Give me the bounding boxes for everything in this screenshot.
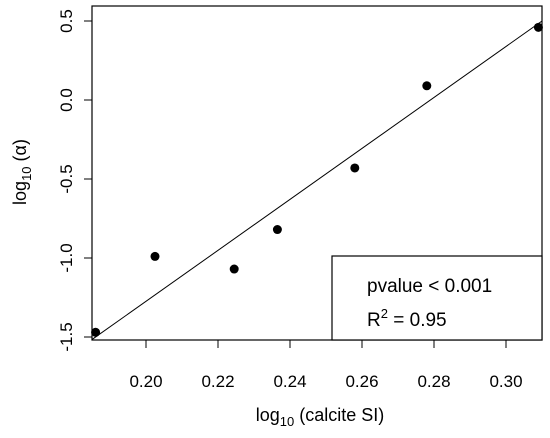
data-point bbox=[533, 22, 543, 32]
y-tick-label: 0.5 bbox=[57, 9, 76, 33]
data-points bbox=[91, 22, 543, 337]
data-point bbox=[91, 327, 101, 337]
regression-line bbox=[92, 20, 542, 340]
pvalue-annotation: pvalue < 0.001 bbox=[367, 276, 492, 297]
data-point bbox=[350, 163, 360, 173]
x-tick-label: 0.26 bbox=[345, 372, 378, 391]
data-point bbox=[272, 225, 282, 235]
data-point bbox=[229, 264, 239, 274]
x-axis-title: log10 (calcite SI) bbox=[256, 405, 385, 429]
x-axis: 0.20 0.22 0.24 0.26 0.28 0.30 bbox=[129, 340, 523, 391]
x-tick-label: 0.30 bbox=[489, 372, 522, 391]
r-squared-annotation: R2 = 0.95 bbox=[367, 306, 447, 331]
x-tick-label: 0.24 bbox=[273, 372, 306, 391]
y-tick-label: 0.0 bbox=[57, 88, 76, 112]
y-axis-title: log10 (α) bbox=[10, 139, 34, 205]
x-tick-label: 0.22 bbox=[201, 372, 234, 391]
data-point bbox=[422, 81, 432, 91]
y-axis: -1.5 -1.0 -0.5 0.0 0.5 bbox=[57, 9, 92, 352]
x-tick-label: 0.20 bbox=[129, 372, 162, 391]
x-tick-label: 0.28 bbox=[417, 372, 450, 391]
y-tick-label: -1.0 bbox=[57, 243, 76, 272]
plot-area-frame bbox=[91, 5, 543, 341]
y-tick-label: -1.5 bbox=[57, 322, 76, 351]
annotation-box bbox=[331, 255, 543, 341]
data-point bbox=[150, 251, 160, 261]
y-tick-label: -0.5 bbox=[57, 164, 76, 193]
